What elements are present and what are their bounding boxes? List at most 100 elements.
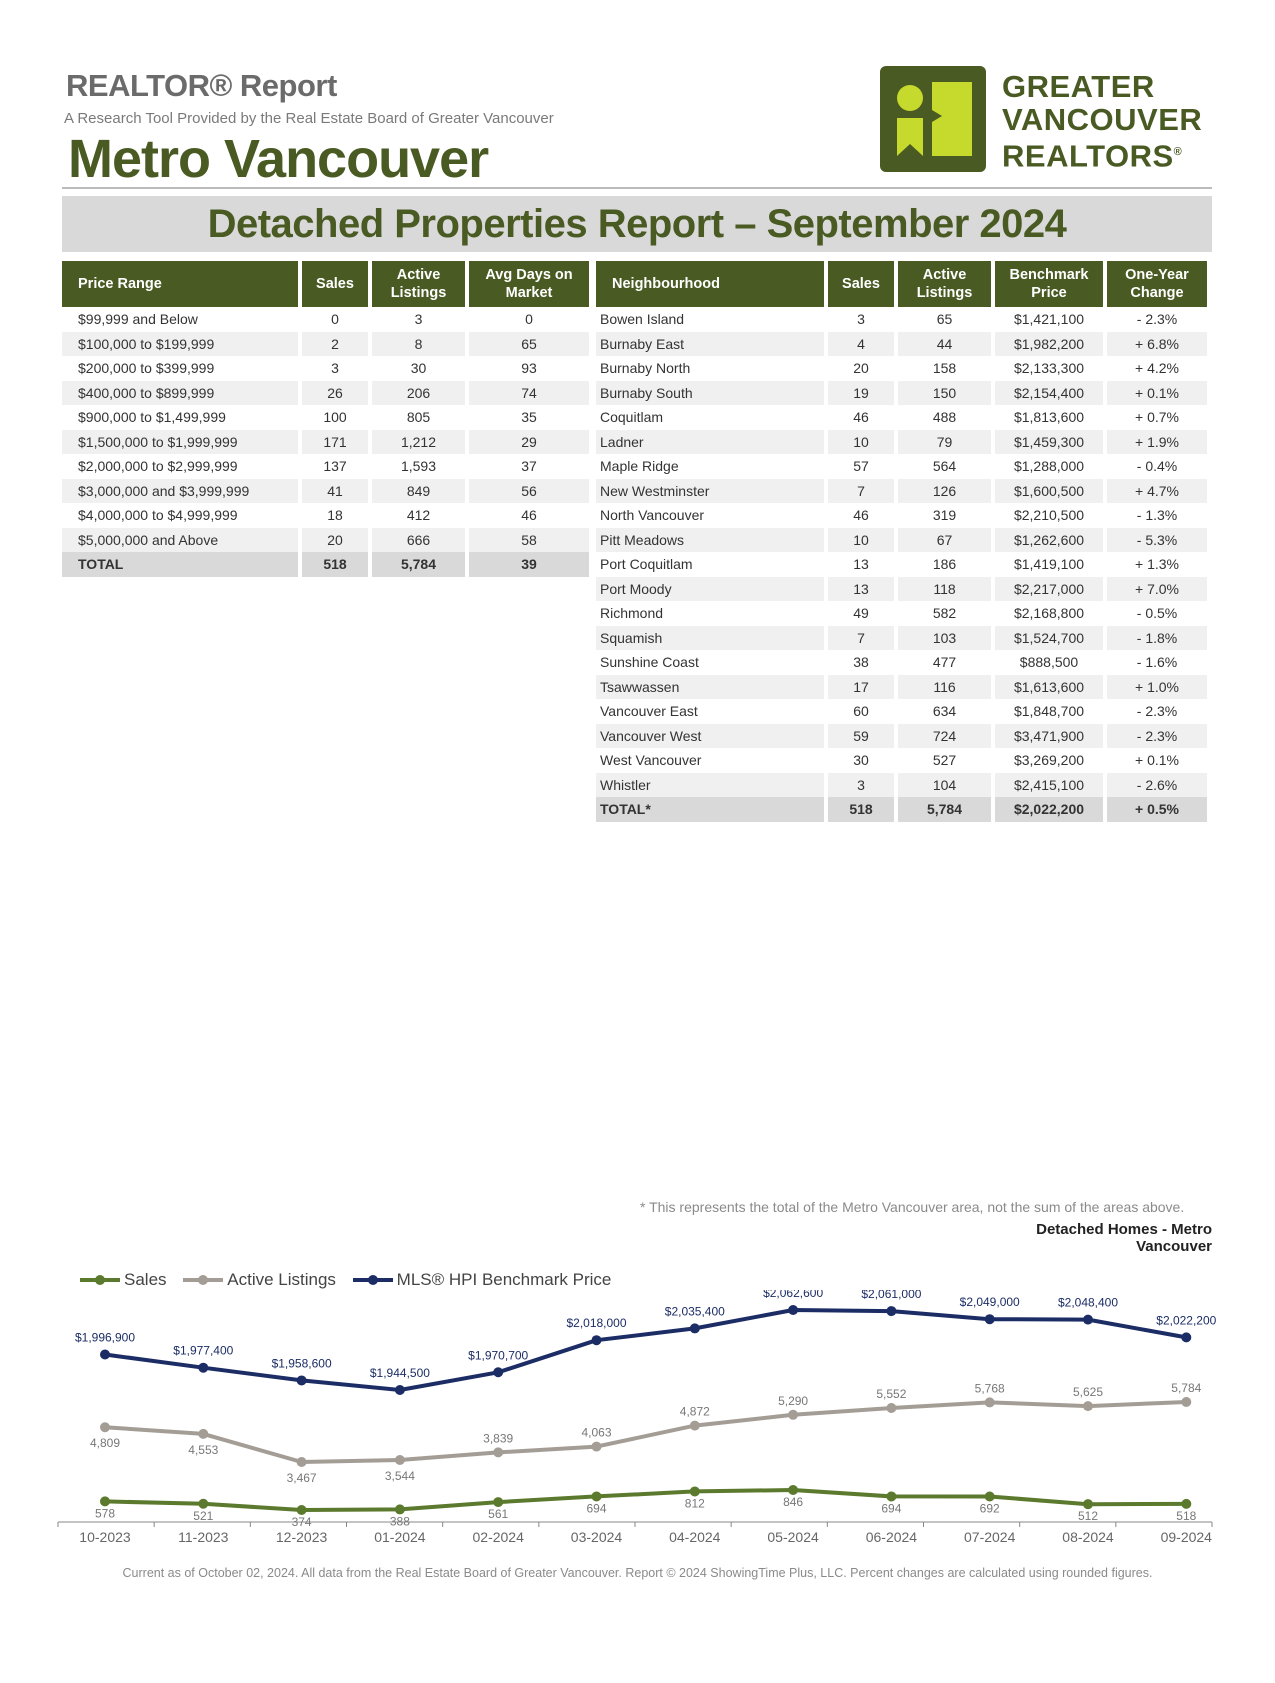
- table-cell: $1,600,500: [995, 478, 1103, 503]
- table-cell: 35: [521, 409, 537, 426]
- table-cell: 2: [302, 331, 368, 356]
- table-cell: $3,269,200: [1013, 752, 1085, 769]
- hpi-point: [886, 1306, 897, 1317]
- table-cell: 488: [932, 409, 957, 426]
- x-tick-label: 02-2024: [473, 1529, 525, 1545]
- hpi-point: [394, 1385, 405, 1395]
- table-cell: $2,168,800: [1013, 605, 1085, 622]
- col-neighbourhood: Neighbourhood: [596, 261, 824, 307]
- sales-point: [1181, 1498, 1192, 1509]
- logo-mark-icon: [880, 66, 986, 172]
- sales-point: [984, 1491, 995, 1502]
- table-cell: $100,000 to $199,999: [62, 331, 298, 356]
- table-cell: Bowen Island: [600, 311, 685, 328]
- table-row: Vancouver East 60 634 $1,848,700 - 2.3%: [596, 699, 1207, 724]
- table-cell: 29: [469, 429, 589, 454]
- hpi-series-line: [104, 1308, 1187, 1392]
- table-cell: - 2.6%: [1107, 772, 1207, 797]
- table-cell: Richmond: [600, 605, 664, 622]
- table-row: Vancouver West 59 724 $3,471,900- 2.3%: [596, 723, 1207, 748]
- table-cell: 30: [410, 360, 427, 377]
- hpi-data-label: $2,035,400: [665, 1304, 725, 1318]
- table-cell: $1,524,700: [995, 625, 1103, 650]
- table-cell: $200,000 to $399,999: [78, 360, 215, 377]
- table-cell: Vancouver West: [596, 723, 824, 748]
- table-cell: - 2.3%: [1136, 703, 1178, 720]
- table-cell: $1,421,100: [1013, 311, 1085, 328]
- col-active-listings: Active Listings: [898, 261, 991, 307]
- table-row: Tsawwassen 17 116 $1,613,600 + 1.0%: [596, 674, 1207, 699]
- listings-point: [1181, 1397, 1192, 1407]
- hpi-data-label: $2,022,200: [1156, 1313, 1216, 1327]
- table-cell: 38: [853, 654, 869, 671]
- listings-data-label: 4,553: [188, 1443, 218, 1457]
- legend-hpi-label: MLS® HPI Benchmark Price: [396, 1270, 612, 1289]
- table-cell: $1,500,000 to $1,999,999: [62, 429, 298, 454]
- table-row: Port Moody 13 118 $2,217,000 + 7.0%: [596, 576, 1207, 601]
- table-cell: North Vancouver: [600, 507, 705, 524]
- listings-point: [591, 1441, 602, 1452]
- table-cell: 46: [853, 409, 869, 426]
- table-row: Sunshine Coast 38 477 $888,500 - 1.6%: [596, 650, 1207, 675]
- table-cell: 57: [853, 458, 869, 475]
- table-cell: $1,459,300: [995, 429, 1103, 454]
- table-cell: 20: [853, 360, 869, 377]
- table-cell: 10: [828, 429, 894, 454]
- table-cell: Coquitlam: [600, 409, 664, 426]
- legend-listings-label: Active Listings: [227, 1270, 336, 1289]
- footer: Current as of October 02, 2024. All data…: [122, 1566, 1153, 1580]
- table-cell: 1,212: [372, 429, 465, 454]
- hpi-data-label: $1,996,900: [75, 1331, 135, 1345]
- table-cell: 724: [898, 723, 991, 748]
- divider: [62, 187, 1212, 189]
- table-cell: 13: [853, 556, 869, 573]
- sales-point: [689, 1486, 700, 1497]
- legend-sales: Sales: [78, 1270, 167, 1290]
- table-cell: 7: [828, 625, 894, 650]
- sales-data-label: 694: [881, 1501, 901, 1515]
- x-tick-label: 09-2024: [1161, 1529, 1213, 1545]
- listings-point: [100, 1422, 110, 1433]
- table-cell: $2,133,300: [1013, 360, 1085, 377]
- registered-mark: ®: [1173, 146, 1183, 158]
- hpi-point: [1083, 1314, 1093, 1325]
- table-cell: Tsawwassen: [596, 674, 824, 699]
- col-sales: Sales: [828, 261, 894, 307]
- sales-data-label: 694: [586, 1501, 606, 1515]
- x-tick-label: 10-2023: [79, 1529, 131, 1545]
- listings-data-label: 5,625: [1073, 1385, 1103, 1399]
- listings-point: [296, 1457, 307, 1467]
- table-cell: 17: [828, 674, 894, 699]
- logo-line-1: GREATER: [1002, 69, 1155, 104]
- sales-data-label: 812: [685, 1496, 705, 1510]
- table-cell: $900,000 to $1,499,999: [78, 409, 226, 426]
- legend-active-listings: Active Listings: [181, 1270, 336, 1290]
- table-cell: 186: [932, 556, 957, 573]
- table-cell: 67: [898, 527, 991, 552]
- sales-point: [493, 1497, 504, 1508]
- table-cell: 8: [372, 331, 465, 356]
- table-cell: $400,000 to $899,999: [62, 380, 298, 405]
- table-cell: 19: [828, 380, 894, 405]
- x-tick-label: 05-2024: [767, 1529, 819, 1545]
- table-cell: - 1.3%: [1136, 507, 1178, 524]
- table-cell: 58: [469, 527, 589, 552]
- hpi-data-label: $2,048,400: [1058, 1296, 1118, 1310]
- col-sales: Sales: [302, 261, 368, 307]
- table-cell: 116: [898, 674, 991, 699]
- table-cell: 527: [932, 752, 957, 769]
- table-cell: - 2.3%: [1107, 723, 1207, 748]
- table-cell: + 4.2%: [1135, 360, 1179, 377]
- table-cell: 0: [525, 311, 533, 328]
- table-cell: 7: [828, 478, 894, 503]
- table-row: Whistler 3 104 $2,415,100- 2.6%: [596, 772, 1207, 797]
- total-cell: 39: [469, 552, 589, 577]
- listings-data-label: 3,467: [287, 1471, 317, 1485]
- x-tick-label: 01-2024: [374, 1529, 426, 1545]
- listings-point: [198, 1428, 209, 1439]
- table-cell: 65: [936, 311, 953, 328]
- listings-point: [394, 1455, 405, 1466]
- listings-data-label: 5,784: [1171, 1381, 1201, 1395]
- table-row: Burnaby East 4 44 $1,982,200 + 6.8%: [596, 331, 1207, 356]
- listings-data-label: 3,839: [483, 1431, 513, 1445]
